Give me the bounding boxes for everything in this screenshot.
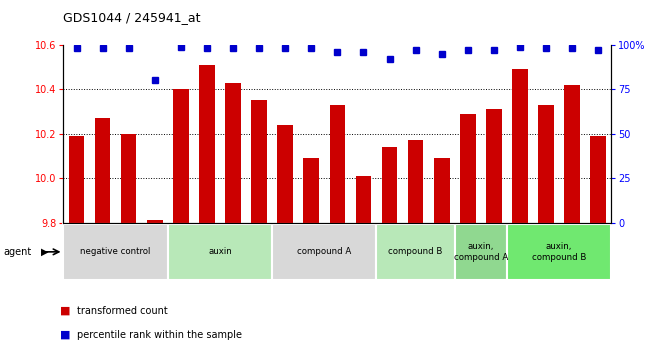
FancyBboxPatch shape	[63, 224, 168, 280]
Text: ▶: ▶	[41, 247, 49, 257]
Bar	[538, 105, 554, 223]
Text: auxin,
compound B: auxin, compound B	[532, 242, 587, 262]
Bar	[147, 220, 162, 223]
Text: ■: ■	[60, 306, 71, 315]
Bar	[173, 89, 188, 223]
FancyBboxPatch shape	[455, 224, 507, 280]
Text: compound B: compound B	[388, 247, 443, 256]
Bar	[381, 147, 397, 223]
Bar	[225, 82, 241, 223]
Bar	[434, 158, 450, 223]
Text: ■: ■	[60, 330, 71, 339]
FancyBboxPatch shape	[168, 224, 272, 280]
Bar	[251, 100, 267, 223]
Bar	[460, 114, 476, 223]
Text: compound A: compound A	[297, 247, 351, 256]
FancyBboxPatch shape	[507, 224, 611, 280]
Bar	[486, 109, 502, 223]
Bar	[199, 65, 214, 223]
Text: percentile rank within the sample: percentile rank within the sample	[77, 330, 242, 339]
Bar	[407, 140, 424, 223]
Bar	[564, 85, 580, 223]
Bar	[69, 136, 84, 223]
Bar	[121, 134, 136, 223]
Bar	[512, 69, 528, 223]
Text: auxin,
compound A: auxin, compound A	[454, 242, 508, 262]
FancyBboxPatch shape	[272, 224, 377, 280]
Text: GDS1044 / 245941_at: GDS1044 / 245941_at	[63, 11, 201, 24]
FancyBboxPatch shape	[377, 224, 455, 280]
Text: transformed count: transformed count	[77, 306, 168, 315]
Bar	[591, 136, 606, 223]
Bar	[329, 105, 345, 223]
Bar	[303, 158, 319, 223]
Text: auxin: auxin	[208, 247, 232, 256]
Bar	[95, 118, 110, 223]
Bar	[277, 125, 293, 223]
Text: agent: agent	[3, 247, 31, 257]
Text: negative control: negative control	[80, 247, 151, 256]
Bar	[355, 176, 371, 223]
